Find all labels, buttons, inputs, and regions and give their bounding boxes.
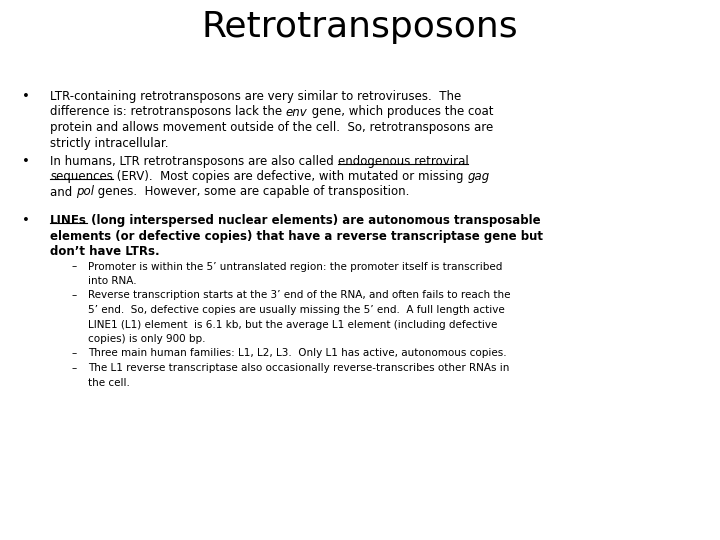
Text: protein and allows movement outside of the cell.  So, retrotransposons are: protein and allows movement outside of t…	[50, 121, 493, 134]
Text: 5’ end.  So, defective copies are usually missing the 5’ end.  A full length act: 5’ end. So, defective copies are usually…	[88, 305, 505, 315]
Text: LINEs: LINEs	[50, 214, 87, 227]
Text: •: •	[22, 214, 30, 227]
Text: Three main human families: L1, L2, L3.  Only L1 has active, autonomous copies.: Three main human families: L1, L2, L3. O…	[88, 348, 507, 359]
Text: elements (or defective copies) that have a reverse transcriptase gene but: elements (or defective copies) that have…	[50, 230, 543, 243]
Text: •: •	[22, 154, 30, 167]
Text: (ERV).  Most copies are defective, with mutated or missing: (ERV). Most copies are defective, with m…	[113, 170, 467, 183]
Text: –: –	[72, 261, 77, 272]
Text: Promoter is within the 5’ untranslated region: the promoter itself is transcribe: Promoter is within the 5’ untranslated r…	[88, 261, 503, 272]
Text: gag: gag	[467, 170, 490, 183]
Text: LINE1 (L1) element  is 6.1 kb, but the average L1 element (including defective: LINE1 (L1) element is 6.1 kb, but the av…	[88, 320, 498, 329]
Text: and: and	[50, 186, 76, 199]
Text: endogenous retroviral: endogenous retroviral	[338, 154, 468, 167]
Text: sequences: sequences	[50, 170, 113, 183]
Text: LINEs: LINEs	[0, 539, 1, 540]
Text: into RNA.: into RNA.	[88, 276, 137, 286]
Text: env: env	[286, 105, 307, 118]
Text: In humans, LTR retrotransposons are also called: In humans, LTR retrotransposons are also…	[0, 539, 1, 540]
Text: env: env	[0, 539, 1, 540]
Text: the cell.: the cell.	[88, 377, 130, 388]
Text: pol: pol	[0, 539, 1, 540]
Text: –: –	[72, 363, 77, 373]
Text: and: and	[0, 539, 1, 540]
Text: endogenous retroviral: endogenous retroviral	[0, 539, 1, 540]
Text: Reverse transcription starts at the 3’ end of the RNA, and often fails to reach : Reverse transcription starts at the 3’ e…	[88, 291, 510, 300]
Text: genes.  However, some are capable of transposition.: genes. However, some are capable of tran…	[94, 186, 410, 199]
Text: LTR-containing retrotransposons are very similar to retroviruses.  The: LTR-containing retrotransposons are very…	[50, 90, 462, 103]
Text: •: •	[22, 90, 30, 103]
Text: The L1 reverse transcriptase also occasionally reverse-transcribes other RNAs in: The L1 reverse transcriptase also occasi…	[88, 363, 509, 373]
Text: –: –	[72, 348, 77, 359]
Text: (ERV).  Most copies are defective, with mutated or missing: (ERV). Most copies are defective, with m…	[0, 539, 1, 540]
Text: (long interspersed nuclear elements) are autonomous transposable: (long interspersed nuclear elements) are…	[87, 214, 541, 227]
Text: Retrotransposons: Retrotransposons	[202, 10, 518, 44]
Text: pol: pol	[76, 186, 94, 199]
Text: difference is: retrotransposons lack the: difference is: retrotransposons lack the	[0, 539, 1, 540]
Text: In humans, LTR retrotransposons are also called: In humans, LTR retrotransposons are also…	[50, 154, 338, 167]
Text: copies) is only 900 bp.: copies) is only 900 bp.	[88, 334, 205, 344]
Text: difference is: retrotransposons lack the: difference is: retrotransposons lack the	[50, 105, 286, 118]
Text: sequences: sequences	[0, 539, 1, 540]
Text: strictly intracellular.: strictly intracellular.	[50, 137, 168, 150]
Text: gene, which produces the coat: gene, which produces the coat	[307, 105, 493, 118]
Text: don’t have LTRs.: don’t have LTRs.	[50, 245, 160, 258]
Text: –: –	[72, 291, 77, 300]
